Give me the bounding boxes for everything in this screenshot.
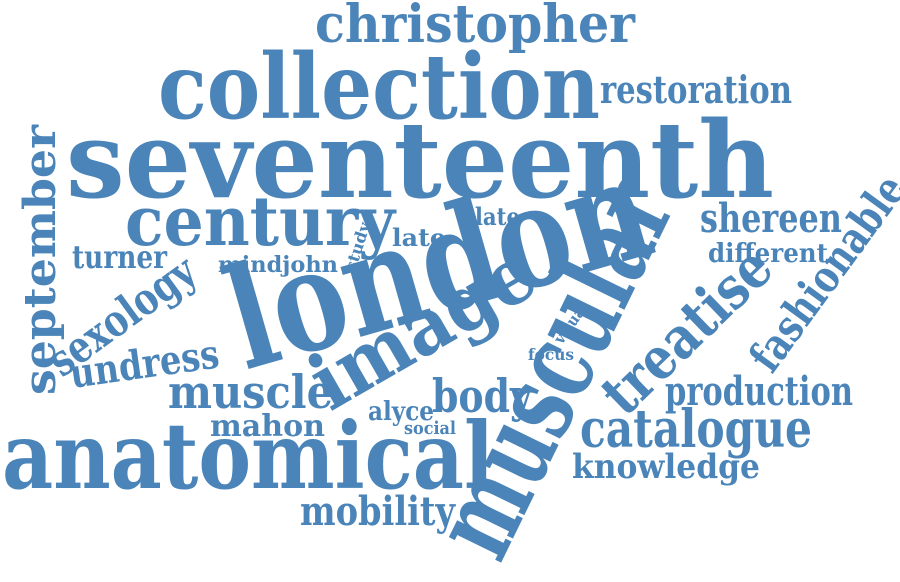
word-september: september (15, 124, 66, 395)
word-mindjohn: mindjohn (218, 252, 338, 278)
word-collection: collection (158, 34, 600, 140)
word-production: production (665, 368, 853, 415)
word-mobility: mobility (300, 488, 456, 535)
word-restoration: restoration (600, 67, 792, 112)
word-century: century (125, 182, 397, 262)
word-alyce: alyce (368, 397, 434, 427)
word-catalogue: catalogue (580, 399, 812, 460)
word-anatomical: anatomical (2, 402, 494, 510)
word-focus: focus (528, 345, 574, 364)
word-turner: turner (72, 238, 168, 276)
word-mahon: mahon (210, 409, 325, 444)
word-christopher: christopher (315, 0, 636, 55)
word-body: body (432, 369, 533, 423)
word-shereen: shereen (700, 195, 842, 242)
word-social: social (404, 418, 456, 439)
word-late: late (392, 223, 446, 252)
word-plate: plate (460, 202, 520, 231)
word-seventeenth: seventeenth (66, 97, 774, 222)
word-muscle: muscle (168, 365, 333, 419)
word-different: different (708, 239, 828, 269)
word-knowledge: knowledge (572, 447, 760, 487)
